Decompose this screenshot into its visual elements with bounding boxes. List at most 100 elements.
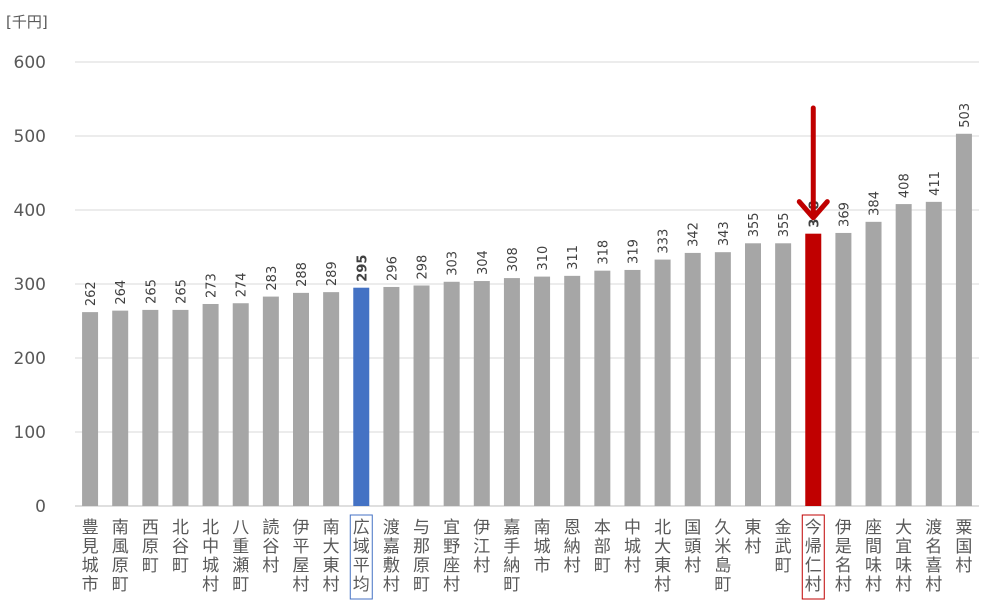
y-axis-unit-label: [千円] [6,13,48,31]
bar [835,232,852,506]
bar [142,309,159,506]
data-label: 264 [114,280,129,305]
category-label: 八重瀬町 [232,518,249,595]
data-label: 298 [416,255,431,280]
data-label: 343 [717,221,732,246]
data-label: 355 [777,212,792,237]
data-label: 265 [174,279,189,304]
data-label: 333 [657,229,672,254]
y-tick-label: 200 [14,349,46,369]
data-label: 342 [687,222,702,247]
gridlines [75,61,979,507]
bar [534,276,551,506]
category-label: 北谷町 [172,518,189,576]
data-label: 310 [536,246,551,271]
category-label: 中城村 [624,518,641,576]
highlight-label-frame [801,514,825,600]
category-label: 南城市 [534,518,551,576]
data-label: 274 [235,272,250,297]
category-label: 国頭村 [684,518,701,576]
y-tick-label: 0 [35,497,46,517]
y-axis-tick-labels: 0 100 200 300 400 500 600 [14,53,46,517]
data-label: 283 [265,266,280,291]
bar-highlight [805,233,822,506]
data-label: 288 [295,262,310,287]
category-labels: 豊見城市南風原町西原町北谷町北中城村八重瀬町読谷村伊平屋村南大東村広域平均渡嘉敷… [82,514,972,600]
data-label: 408 [898,173,913,198]
category-label: 渡嘉敷村 [383,518,400,595]
data-label: 273 [205,273,220,298]
bar [323,292,340,506]
category-label: 南風原町 [112,518,129,595]
data-label: 265 [144,279,159,304]
data-label: 303 [446,251,461,276]
data-label: 411 [928,171,943,196]
bar [714,252,731,506]
data-label: 318 [596,240,611,265]
bar [745,243,761,507]
bar [503,278,520,506]
y-tick-label: 600 [14,53,46,73]
bar [473,281,490,506]
data-label: 311 [566,245,581,270]
bar [925,201,942,507]
bar [775,243,792,507]
data-label: 289 [325,261,340,286]
category-label: 恩納村 [564,518,581,576]
data-label: 319 [626,239,641,264]
bar-average [353,287,370,506]
category-label: 伊平屋村 [293,518,310,595]
y-tick-label: 500 [14,127,46,147]
bar [654,259,671,506]
bar [895,204,912,506]
data-label: 296 [385,256,400,281]
bar [955,133,972,506]
category-label: 与那原町 [413,518,430,595]
y-tick-label: 300 [14,275,46,295]
bar [293,292,309,506]
category-label: 北中城村 [202,518,219,595]
data-label: 295 [355,255,370,282]
category-label: 豊見城市 [82,518,99,595]
category-label: 伊是名村 [835,518,852,595]
data-labels: 262 264 265 265 273 274 283 288 289 295 296 298 303 3… [84,103,973,306]
category-label: 大宜味村 [895,518,912,595]
category-label: 粟国村 [955,518,972,576]
bar [684,252,701,506]
highlight-marker [796,105,830,221]
category-label: 今帰仁村 [805,518,822,595]
category-label: 広域平均 [353,518,370,595]
category-label: 渡名喜村 [925,518,942,595]
data-label: 308 [506,247,521,272]
data-label: 262 [84,281,99,306]
category-label: 久米島町 [714,518,731,595]
category-label: 西原町 [142,518,159,576]
category-label: 金武町 [775,518,792,576]
average-label-frame [349,514,373,600]
y-tick-label: 100 [14,423,46,443]
down-arrow-head-icon [796,199,830,221]
y-tick-label: 400 [14,201,46,221]
category-label: 東村 [745,518,762,557]
category-label: 嘉手納町 [503,518,520,595]
category-label: 読谷村 [262,518,279,576]
bar [172,309,189,506]
data-label: 369 [837,202,852,227]
data-label: 355 [747,212,762,237]
bar [202,303,219,506]
bar [112,310,129,506]
category-label: 南大東村 [323,518,340,595]
category-label: 座間味村 [865,518,882,595]
bar [262,296,279,506]
bar [383,286,400,506]
bar [82,312,99,506]
bar [564,275,581,506]
category-label: 北大東村 [654,518,671,595]
bars [82,133,972,507]
category-label: 伊江村 [473,518,490,576]
data-label: 503 [958,103,973,128]
bar [232,303,249,506]
bar [624,269,641,506]
